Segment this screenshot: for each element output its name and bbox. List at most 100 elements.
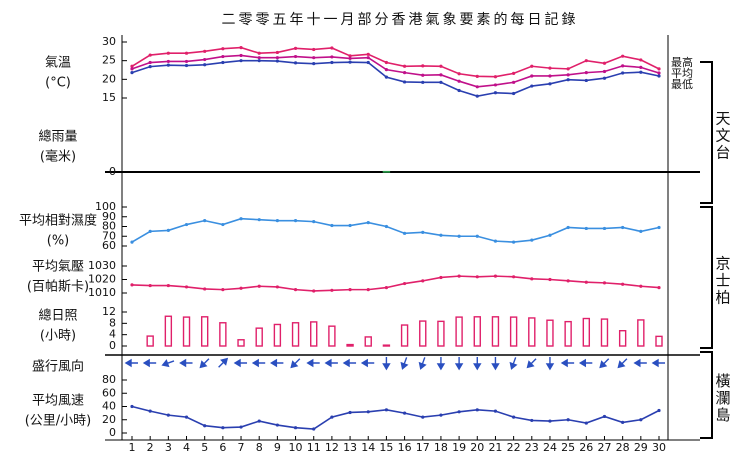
x-tick-label: 17 <box>416 441 430 454</box>
point <box>257 59 261 63</box>
x-tick-label: 5 <box>201 441 208 454</box>
point <box>166 283 170 288</box>
point <box>621 225 625 230</box>
y-tick-label: 80 <box>102 220 116 233</box>
point <box>366 56 370 60</box>
point <box>457 79 461 83</box>
x-tick-label: 22 <box>507 441 521 454</box>
line <box>131 217 660 243</box>
point <box>457 274 461 278</box>
y-tick-label: 60 <box>102 386 116 399</box>
bar <box>473 316 481 347</box>
bar <box>618 330 627 347</box>
wind-arrow <box>454 357 464 371</box>
panel-label: (百帕斯卡) <box>27 280 89 295</box>
point <box>130 67 134 71</box>
y-tick-label: 4 <box>109 328 116 341</box>
x-tick-label: 7 <box>238 441 245 454</box>
point <box>548 74 552 78</box>
bar <box>546 319 554 347</box>
point <box>130 71 134 75</box>
point <box>148 283 152 288</box>
legend-label: 最高 <box>671 55 693 69</box>
y-tick-label: 30 <box>102 35 116 48</box>
wind-arrow <box>651 358 665 368</box>
point <box>330 415 334 419</box>
panel-label: (小時) <box>40 329 76 344</box>
point <box>348 56 352 61</box>
point <box>330 46 334 50</box>
wind-arrow <box>633 358 647 368</box>
legend-label: 最低 <box>671 78 693 91</box>
point <box>239 46 243 50</box>
point <box>402 411 407 415</box>
chart-title: 二零零五年十一月部分香港氣象要素的每日記錄 <box>222 11 579 28</box>
point <box>203 49 207 53</box>
wind-arrow <box>473 357 482 371</box>
bar <box>328 325 336 347</box>
point <box>257 419 261 423</box>
point <box>657 225 661 230</box>
point <box>621 420 625 424</box>
panel-label: 氣溫 <box>45 56 71 71</box>
point <box>602 226 607 231</box>
point <box>512 80 516 84</box>
point <box>602 281 607 285</box>
point <box>348 60 352 64</box>
line <box>131 405 660 430</box>
point <box>493 274 498 278</box>
bar <box>364 336 372 347</box>
point <box>203 287 207 291</box>
point <box>566 279 570 283</box>
bar <box>255 327 263 347</box>
bar <box>564 320 572 347</box>
wind-arrow <box>400 357 409 370</box>
point <box>493 91 498 95</box>
point <box>184 285 189 289</box>
x-tick-label: 6 <box>219 441 226 454</box>
point <box>184 63 189 68</box>
point <box>421 64 425 68</box>
station-bracket <box>700 61 713 204</box>
point <box>421 230 425 234</box>
point <box>330 288 334 292</box>
point <box>203 219 207 223</box>
legend-label: 平均 <box>671 67 693 80</box>
point <box>475 275 479 279</box>
point <box>293 426 298 430</box>
line <box>131 54 660 88</box>
y-tick-label: 1010 <box>88 286 116 299</box>
station-bracket <box>700 206 713 349</box>
point <box>166 63 170 67</box>
bar <box>182 316 191 347</box>
x-tick-label: 8 <box>256 441 263 454</box>
bar <box>582 317 591 347</box>
point <box>493 83 498 87</box>
bar <box>273 323 282 347</box>
station-bracket <box>700 351 713 439</box>
x-tick-label: 20 <box>470 441 484 454</box>
point <box>366 52 370 56</box>
point <box>203 424 207 428</box>
point <box>584 280 588 284</box>
point <box>257 218 261 222</box>
point <box>639 65 643 69</box>
point <box>512 91 516 96</box>
point <box>566 418 570 422</box>
point <box>184 222 189 227</box>
point <box>239 217 243 221</box>
y-tick-label: 60 <box>102 239 116 252</box>
point <box>639 58 643 62</box>
x-tick-label: 27 <box>597 441 611 454</box>
point <box>312 47 316 52</box>
point <box>275 285 279 289</box>
x-tick-label: 4 <box>183 441 190 454</box>
point <box>221 60 225 65</box>
bar <box>600 318 609 347</box>
point <box>584 421 588 425</box>
point <box>130 64 134 68</box>
panel-label: 平均風速 <box>32 394 84 409</box>
y-tick-label: 100 <box>95 200 116 213</box>
point <box>184 415 189 419</box>
x-tick-label: 28 <box>616 441 630 454</box>
